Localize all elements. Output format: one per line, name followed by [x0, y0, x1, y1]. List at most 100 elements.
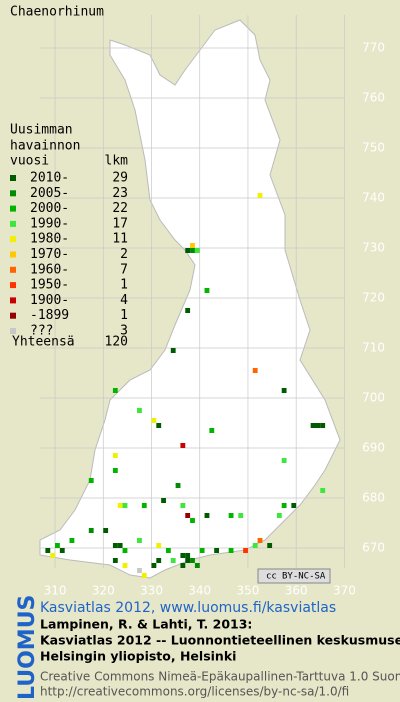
legend-total-label: Yhteensä	[12, 335, 75, 350]
occurrence-square	[291, 503, 297, 508]
occurrence-square	[276, 513, 282, 518]
y-tick-label: 760	[362, 91, 385, 105]
legend-label: 1980-	[30, 232, 69, 247]
x-tick-label: 350	[237, 584, 260, 598]
citation: Kasviatlas 2012 -- Luonnontieteellinen k…	[40, 633, 400, 648]
occurrence-square	[190, 558, 195, 563]
occurrence-square	[137, 408, 142, 413]
y-tick-label: 680	[362, 491, 385, 505]
legend-count: 1	[120, 278, 128, 293]
occurrence-square	[214, 548, 220, 553]
brand: LUOMUS	[15, 595, 40, 700]
occurrence-square	[190, 243, 195, 248]
x-tick-label: 330	[140, 584, 163, 598]
legend-count: 3	[120, 324, 128, 339]
legend-label: 1950-	[30, 278, 69, 293]
occurrence-square	[209, 428, 215, 433]
x-tick-label: 310	[44, 584, 67, 598]
citation: Lampinen, R. & Lahti, T. 2013:	[40, 617, 252, 632]
legend-swatch	[10, 220, 16, 227]
y-tick-label: 690	[362, 441, 385, 455]
y-tick-label: 710	[362, 341, 385, 355]
y-tick-label: 740	[362, 191, 385, 205]
legend-swatch	[10, 282, 16, 289]
occurrence-square	[257, 193, 263, 198]
occurrence-square	[151, 563, 157, 568]
legend-heading: havainnon	[10, 139, 80, 154]
legend-total: 120	[105, 335, 128, 350]
occurrence-square	[180, 443, 186, 448]
occurrence-square	[112, 468, 118, 473]
legend-count: 17	[112, 216, 128, 231]
legend-label: 2010-	[30, 171, 69, 186]
occurrence-square	[238, 513, 244, 518]
legend-swatch	[10, 205, 16, 212]
y-tick-label: 750	[362, 141, 385, 155]
license-badge-cc: cc	[266, 572, 277, 582]
occurrence-square	[137, 568, 142, 573]
occurrence-square	[185, 248, 191, 253]
occurrence-square	[180, 563, 186, 568]
occurrence-square	[185, 308, 191, 313]
occurrence-square	[185, 553, 191, 558]
occurrence-square	[281, 503, 287, 508]
occurrence-square	[257, 538, 263, 543]
legend-count: 22	[112, 201, 128, 216]
x-tick-label: 340	[188, 584, 211, 598]
occurrence-square	[156, 543, 162, 548]
occurrence-square	[112, 558, 118, 563]
occurrence-square	[310, 423, 316, 428]
occurrence-square	[151, 418, 157, 423]
legend-swatch	[10, 266, 16, 273]
occurrence-square	[112, 388, 118, 393]
legend-swatch	[10, 297, 16, 304]
occurrence-square	[315, 423, 321, 428]
footer-link[interactable]: Kasviatlas 2012, www.luomus.fi/kasviatla…	[40, 600, 336, 616]
occurrence-square	[88, 528, 94, 533]
legend-swatch	[10, 312, 16, 319]
legend-label: 1970-	[30, 247, 69, 262]
occurrence-square	[141, 573, 147, 578]
occurrence-square	[69, 538, 75, 543]
legend-count: 1	[120, 308, 128, 323]
occurrence-square	[112, 453, 118, 458]
occurrence-square	[122, 503, 128, 508]
license-badge	[257, 568, 331, 584]
occurrence-square	[137, 538, 142, 543]
occurrence-square	[122, 563, 128, 568]
legend-count: 29	[112, 171, 128, 186]
occurrence-square	[194, 563, 200, 568]
occurrence-square	[117, 503, 123, 508]
legend-swatch	[10, 251, 16, 258]
legend-count: 4	[120, 293, 128, 308]
occurrence-square	[180, 503, 186, 508]
occurrence-square	[161, 498, 166, 503]
legend-count: 7	[120, 262, 128, 277]
legend-swatch	[10, 175, 16, 181]
x-tick-label: 360	[285, 584, 308, 598]
y-tick-label: 730	[362, 241, 385, 255]
occurrence-square	[267, 543, 273, 548]
occurrence-square	[190, 248, 195, 253]
legend-swatch	[10, 190, 16, 197]
license-badge-text: BY-NC-SA	[282, 572, 326, 582]
legend-heading: vuosi	[10, 154, 49, 169]
occurrence-square	[281, 388, 287, 393]
occurrence-square	[165, 548, 171, 553]
occurrence-square	[320, 488, 326, 493]
legend-heading: Uusimman	[10, 123, 73, 138]
legend-label: 1960-	[30, 262, 69, 277]
occurrence-square	[170, 558, 176, 563]
occurrence-square	[228, 513, 234, 518]
occurrence-square	[194, 248, 200, 253]
title: Chaenorhinum	[10, 5, 104, 20]
license-url[interactable]: http://creativecommons.org/licenses/by-n…	[40, 685, 349, 699]
x-tick-label: 370	[333, 584, 356, 598]
legend-count: 2	[120, 247, 128, 262]
occurrence-square	[185, 513, 191, 518]
occurrence-square	[320, 423, 326, 428]
citation: Helsingin yliopisto, Helsinki	[40, 649, 236, 664]
legend-label: -1899	[30, 308, 69, 323]
occurrence-square	[185, 558, 191, 563]
occurrence-square	[204, 513, 210, 518]
